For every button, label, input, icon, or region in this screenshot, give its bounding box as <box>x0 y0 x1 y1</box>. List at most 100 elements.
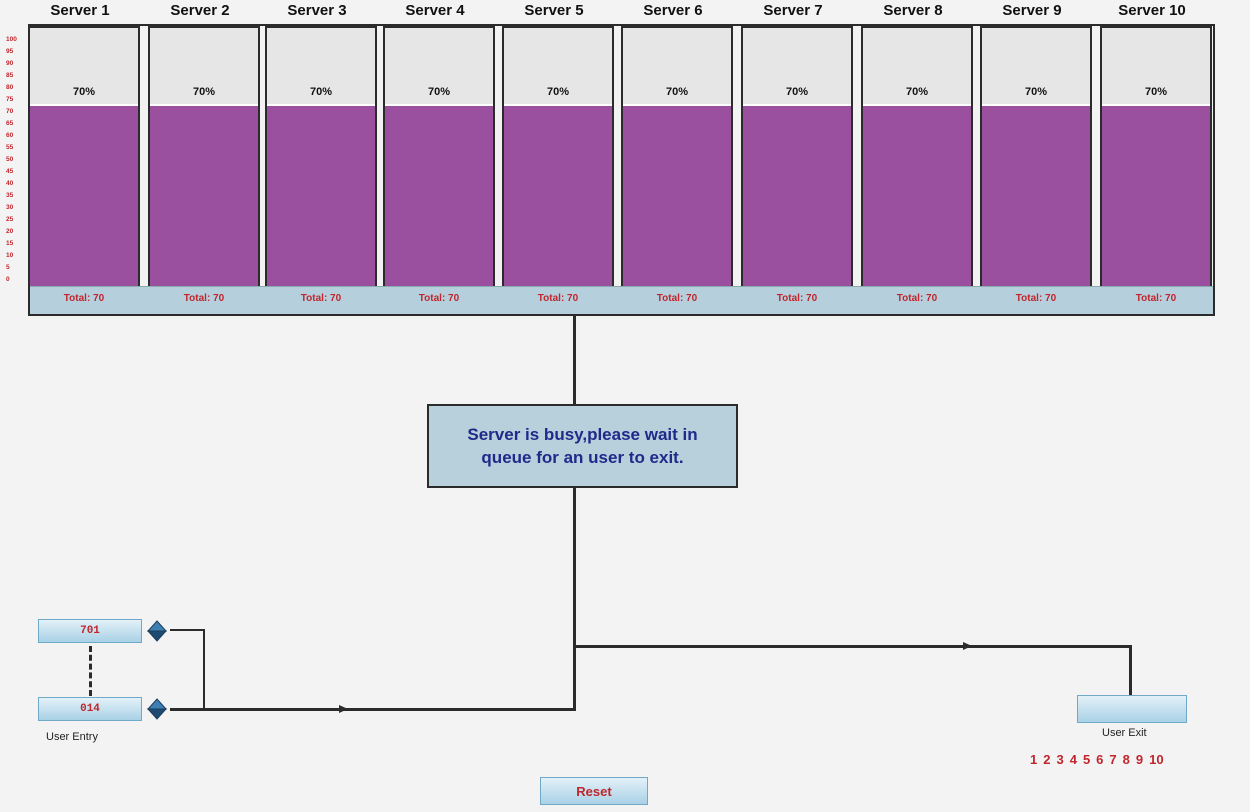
scale-tick: 5 <box>6 264 10 271</box>
exit-number: 9 <box>1135 752 1144 767</box>
server-load-fill <box>1102 104 1210 286</box>
scale-tick: 65 <box>6 120 14 127</box>
exit-number: 2 <box>1043 752 1051 767</box>
scale-tick: 100 <box>6 36 17 43</box>
server-total: Total: 70 <box>896 293 938 304</box>
exit-number: 7 <box>1109 752 1117 767</box>
server-load-fill <box>385 104 493 286</box>
server-load-fill <box>623 104 731 286</box>
connector-exit-horizontal <box>576 645 1132 648</box>
server-load-percent: 70% <box>427 86 451 98</box>
user-exit-numbers: 1 2 3 4 5 6 7 8 9 10 <box>1030 752 1164 767</box>
server-total: Total: 70 <box>656 293 698 304</box>
server-bar: 70% <box>28 26 140 286</box>
server-title: Server 4 <box>405 2 465 19</box>
user-exit-label: User Exit <box>1102 727 1147 739</box>
server-load-percent: 70% <box>546 86 570 98</box>
arrow-right-icon <box>339 705 348 713</box>
scale-tick: 20 <box>6 228 14 235</box>
server-title: Server 10 <box>1118 2 1186 19</box>
server-bar: 70% <box>621 26 733 286</box>
server-bar: 70% <box>861 26 973 286</box>
server-bar: 70% <box>148 26 260 286</box>
server-total: Total: 70 <box>63 293 105 304</box>
server-load-percent: 70% <box>72 86 96 98</box>
scale-tick: 90 <box>6 60 14 67</box>
scale-tick: 75 <box>6 96 14 103</box>
server-load-percent: 70% <box>665 86 689 98</box>
connector-exit-vertical <box>1129 645 1132 697</box>
entry-counter-bottom: 014 <box>38 697 142 721</box>
server-bar: 70% <box>1100 26 1212 286</box>
server-load-fill <box>863 104 971 286</box>
user-entry-label: User Entry <box>46 731 98 743</box>
server-total: Total: 70 <box>300 293 342 304</box>
server-load-fill <box>267 104 375 286</box>
server-load-percent: 70% <box>1144 86 1168 98</box>
scale-tick: 35 <box>6 192 14 199</box>
arrow-right-icon <box>963 642 972 650</box>
server-total: Total: 70 <box>1135 293 1177 304</box>
up-down-arrow-icon[interactable] <box>146 619 168 643</box>
exit-number: 6 <box>1096 752 1104 767</box>
connector-entry-top-horizontal <box>170 629 205 631</box>
scale-tick: 50 <box>6 156 14 163</box>
connector-status-to-flow <box>573 488 576 711</box>
exit-number: 4 <box>1069 752 1077 767</box>
server-load-percent: 70% <box>309 86 333 98</box>
server-total: Total: 70 <box>183 293 225 304</box>
connector-entry-vertical <box>203 629 205 710</box>
entry-counter-top: 701 <box>38 619 142 643</box>
server-title: Server 1 <box>50 2 110 19</box>
server-bar: 70% <box>502 26 614 286</box>
up-down-arrow-icon[interactable] <box>146 697 168 721</box>
scale-tick: 25 <box>6 216 14 223</box>
load-scale: 100 95 90 85 80 75 70 65 60 55 50 45 40 35 30 25 20 15 10 5… <box>6 36 26 284</box>
exit-number: 10 <box>1149 752 1164 767</box>
user-exit-box <box>1077 695 1187 723</box>
server-load-fill <box>30 104 138 286</box>
scale-tick: 0 <box>6 276 10 283</box>
scale-tick: 55 <box>6 144 14 151</box>
server-load-fill <box>150 104 258 286</box>
exit-number: 3 <box>1056 752 1064 767</box>
server-title: Server 5 <box>524 2 584 19</box>
connector-entry-horizontal <box>170 708 576 711</box>
scale-tick: 80 <box>6 84 14 91</box>
totals-strip <box>30 286 1213 314</box>
scale-tick: 95 <box>6 48 14 55</box>
server-bar: 70% <box>383 26 495 286</box>
server-title: Server 9 <box>1002 2 1062 19</box>
server-load-percent: 70% <box>192 86 216 98</box>
scale-tick: 45 <box>6 168 14 175</box>
server-total: Total: 70 <box>776 293 818 304</box>
server-total: Total: 70 <box>1015 293 1057 304</box>
server-load-fill <box>982 104 1090 286</box>
scale-tick: 30 <box>6 204 14 211</box>
status-message: Server is busy,please wait in queue for … <box>427 404 738 488</box>
scale-tick: 85 <box>6 72 14 79</box>
server-load-fill <box>743 104 851 286</box>
server-load-fill <box>504 104 612 286</box>
reset-button[interactable]: Reset <box>540 777 648 805</box>
server-total: Total: 70 <box>537 293 579 304</box>
scale-tick: 70 <box>6 108 14 115</box>
entry-dashed-connector <box>89 646 92 696</box>
server-total: Total: 70 <box>418 293 460 304</box>
server-title: Server 6 <box>643 2 703 19</box>
server-load-percent: 70% <box>905 86 929 98</box>
exit-number: 5 <box>1082 752 1091 767</box>
scale-tick: 15 <box>6 240 14 247</box>
server-bar: 70% <box>980 26 1092 286</box>
server-bar: 70% <box>265 26 377 286</box>
server-title: Server 7 <box>763 2 823 19</box>
exit-number: 1 <box>1030 752 1038 767</box>
server-title: Server 2 <box>170 2 230 19</box>
scale-tick: 40 <box>6 180 14 187</box>
scale-tick: 60 <box>6 132 14 139</box>
exit-number: 8 <box>1122 752 1130 767</box>
connector-rack-to-status <box>573 316 576 404</box>
scale-tick: 10 <box>6 252 14 259</box>
server-bar: 70% <box>741 26 853 286</box>
